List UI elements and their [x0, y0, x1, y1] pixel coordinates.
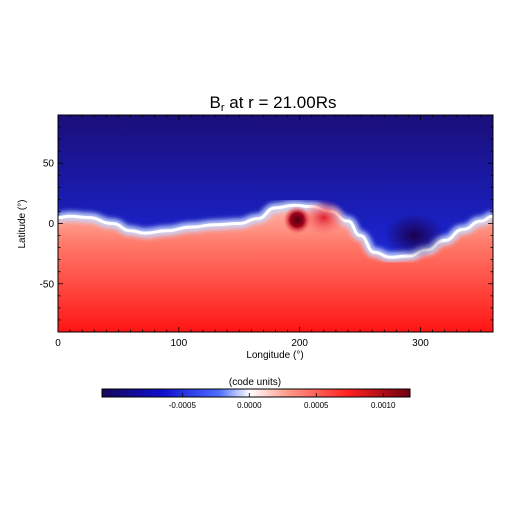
x-tick-label: 0	[55, 338, 61, 349]
colorbar-tick-label: 0.0010	[371, 401, 396, 410]
colorbar-tick-label: 0.0005	[304, 401, 329, 410]
chart-title: Br at r = 21.00Rs	[210, 93, 337, 114]
axis-ticks: 0 100 200 300 50 0 -50	[40, 114, 494, 349]
y-axis-label: Latitude (°)	[17, 199, 28, 248]
feature-lobe	[301, 199, 346, 236]
colorbar-tick-label: -0.0005	[169, 401, 197, 410]
feature-max	[384, 213, 445, 258]
x-tick-label: 300	[412, 338, 429, 349]
x-tick-label: 100	[170, 338, 187, 349]
colorbar-ticks: -0.0005 0.0000 0.0005 0.0010	[169, 393, 396, 410]
x-axis-label: Longitude (°)	[246, 350, 303, 361]
y-tick-label: 50	[43, 159, 55, 170]
feature-layer	[283, 199, 445, 258]
heatmap-plot	[58, 115, 493, 332]
colorbar-label: (code units)	[229, 377, 281, 388]
y-tick-label: 0	[48, 219, 54, 230]
y-tick-label: -50	[40, 279, 55, 290]
colorbar-tick-label: 0.0000	[237, 401, 262, 410]
positive-polarity-region	[58, 205, 493, 332]
colorbar	[101, 388, 411, 398]
x-tick-label: 200	[291, 338, 308, 349]
